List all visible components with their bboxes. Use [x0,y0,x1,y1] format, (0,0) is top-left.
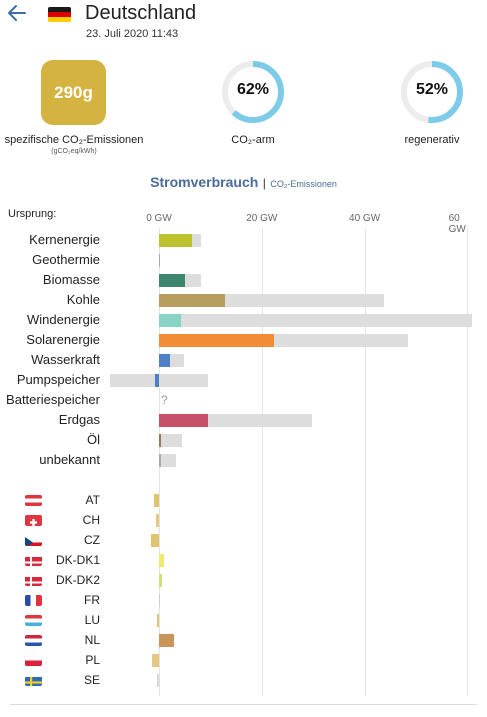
capacity-bar[interactable] [159,314,472,327]
axis-tick-label: 0 GW [146,213,172,224]
production-bar[interactable] [159,234,193,247]
production-bar[interactable] [159,334,274,347]
low-carbon-value: 62% [236,81,270,98]
tab-electricity-consumption[interactable]: Stromverbrauch [150,174,259,190]
exchange-bar[interactable] [154,494,159,507]
tab-co2-emissions[interactable]: CO₂-Emissionen [270,179,337,189]
production-row-label: Biomasse [42,272,100,287]
low-carbon-label: CO₂-arm [231,134,275,146]
production-row-label: Windenergie [27,312,100,327]
exchange-bar[interactable] [159,554,165,567]
exchange-bar[interactable] [159,574,162,587]
axis-tick-label: 20 GW [246,213,278,224]
exchange-row-label: CH [82,513,100,527]
axis-tick-label: 60 GW [448,213,466,235]
production-bar[interactable] [155,374,159,387]
renewable-value: 52% [415,81,449,98]
production-bar[interactable] [159,414,209,427]
flag-nl-icon [25,635,42,646]
production-row-label: Batteriespeicher [6,392,100,407]
production-row-label: Öl [87,432,100,447]
production-bar[interactable] [159,434,162,447]
co2-intensity-unit: (gCO₂eq/kWh) [51,148,97,155]
flag-pl-icon [25,655,42,666]
exchange-bar[interactable] [157,614,159,627]
flag-at-icon [25,495,42,506]
exchange-bar[interactable] [155,514,159,527]
renewable-label: regenerativ [404,134,460,146]
flag-cz-icon [25,535,42,546]
flag-se-icon [25,675,42,686]
production-row-label: Kernenergie [29,232,100,247]
low-carbon-gauge: 62% [220,59,286,125]
exchange-row-label: DK-DK1 [55,553,100,567]
flag-dk-icon [25,555,42,566]
zone-title: Deutschland [85,2,197,24]
flag-ch-icon [25,515,42,526]
origin-label: Ursprung: [8,208,57,220]
capacity-bar[interactable] [159,454,176,467]
exchange-row-label: DK-DK2 [55,573,100,587]
capacity-bar[interactable] [110,374,209,387]
production-row-label: Solarenergie [26,332,100,347]
production-row-label: Geothermie [32,252,100,267]
chart-tabs: Stromverbrauch | CO₂-Emissionen [0,174,487,192]
exchange-row-label: LU [84,613,100,627]
renewable-gauge-ring [401,61,463,123]
production-bar[interactable] [159,354,171,367]
exchange-row-label: CZ [84,533,100,547]
gridline [364,228,366,696]
low-carbon-gauge-ring [222,61,284,123]
co2-intensity-label: spezifische CO₂-Emissionen [4,134,144,146]
exchange-bar[interactable] [159,594,160,607]
production-bar[interactable] [159,294,225,307]
production-row-label: Erdgas [58,412,100,427]
gridline [467,228,469,696]
header: Deutschland 23. Juli 2020 11:43 [0,0,487,44]
timestamp: 23. Juli 2020 11:43 [86,28,179,40]
capacity-bar[interactable] [159,434,182,447]
unknown-value-marker: ? [161,393,168,407]
exchange-bar[interactable] [159,634,174,647]
tab-separator: | [262,176,266,190]
co2-intensity-value: 290g [54,82,93,102]
production-row-label: Pumpspeicher [16,372,100,387]
flag-dk-icon [25,575,42,586]
flag-de-icon [48,7,71,22]
divider [10,704,477,705]
production-row-label: unbekannt [39,452,100,467]
co2-intensity-badge: 290g [41,60,106,125]
arrow-left-icon[interactable] [6,2,28,24]
axis-tick-label: 40 GW [349,213,381,224]
production-bar[interactable] [159,254,160,267]
production-bar[interactable] [159,454,161,467]
production-bar[interactable] [159,274,185,287]
gridline [261,228,263,696]
exchange-bar[interactable] [156,674,159,687]
flag-lu-icon [25,615,42,626]
exchange-row-label: FR [84,593,100,607]
exchange-row-label: SE [83,673,100,687]
renewable-gauge: 52% [399,59,465,125]
production-row-label: Wasserkraft [31,352,100,367]
production-row-label: Kohle [66,292,100,307]
exchange-row-label: AT [85,493,100,507]
production-bar[interactable] [159,314,181,327]
exchange-row-label: NL [84,633,100,647]
exchange-row-label: PL [85,653,100,667]
flag-fr-icon [25,595,42,606]
exchange-bar[interactable] [152,654,159,667]
exchange-bar[interactable] [150,534,159,547]
